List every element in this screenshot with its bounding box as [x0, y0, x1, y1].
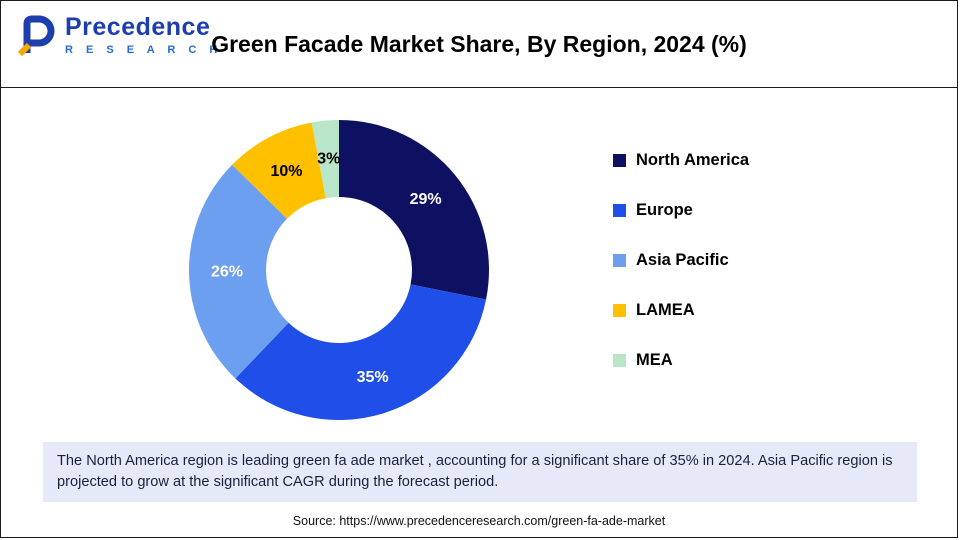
legend-label: Asia Pacific: [636, 250, 729, 269]
legend-item: North America: [613, 150, 749, 170]
donut-slice: [339, 120, 489, 300]
precedence-research-logo: Precedence R E S E A R C H: [17, 14, 222, 56]
page-title: Green Facade Market Share, By Region, 20…: [211, 30, 747, 57]
donut-slice: [232, 122, 326, 219]
legend-label: MEA: [636, 350, 673, 369]
donut-slice: [235, 284, 487, 420]
slice-label: 35%: [357, 369, 389, 386]
donut-slice: [311, 120, 339, 199]
legend-swatch: [613, 353, 626, 367]
legend-swatch: [613, 303, 626, 317]
slice-label: 3%: [317, 150, 340, 167]
logo-text: Precedence R E S E A R C H: [65, 12, 223, 56]
legend-swatch: [613, 203, 626, 217]
legend-item: Asia Pacific: [613, 250, 749, 270]
summary-note-text: The North America region is leading gree…: [57, 453, 893, 491]
legend-swatch: [613, 153, 626, 167]
legend-label: North America: [636, 150, 750, 169]
legend-label: Europe: [636, 200, 693, 219]
legend: North America Europe Asia Pacific LAMEA …: [613, 150, 749, 400]
slice-label: 26%: [211, 264, 243, 281]
summary-note: The North America region is leading gree…: [43, 442, 917, 503]
source-line: Source: https://www.precedenceresearch.c…: [292, 514, 666, 528]
slice-label: 29%: [410, 191, 442, 208]
chart-area: 29% 35% 26% 10% 3% North America Europe Asia…: [1, 88, 957, 537]
logo-icon: [17, 15, 55, 56]
donut-chart: 29% 35% 26% 10% 3%: [189, 120, 489, 420]
logo-subtitle: R E S E A R C H: [65, 43, 223, 56]
legend-label: LAMEA: [636, 300, 695, 319]
slice-label: 10%: [270, 163, 302, 180]
legend-item: MEA: [613, 350, 749, 370]
legend-item: Europe: [613, 200, 749, 220]
legend-swatch: [613, 253, 626, 267]
logo-wordmark: Precedence: [65, 12, 211, 41]
header: Precedence R E S E A R C H Green Facade …: [1, 1, 957, 88]
donut-slice: [189, 164, 289, 379]
legend-item: LAMEA: [613, 300, 749, 320]
